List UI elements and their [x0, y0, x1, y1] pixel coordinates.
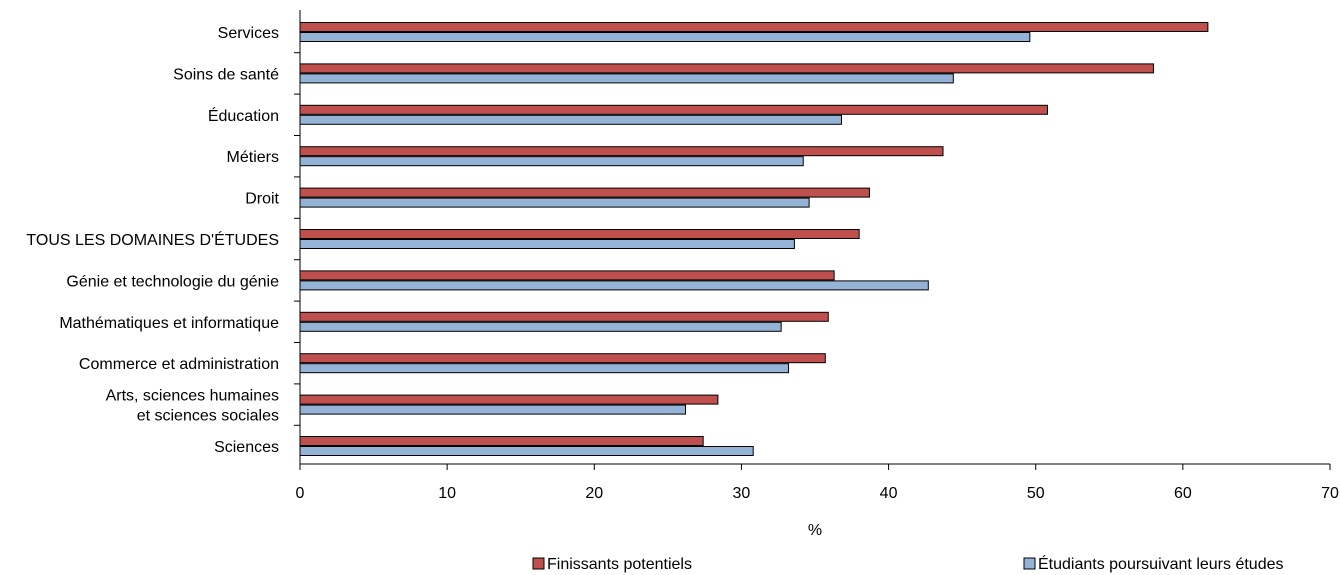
legend: Finissants potentiels Étudiants poursuiv…	[532, 554, 1283, 573]
category-label-10-line-1: Arts, sciences humaines	[106, 388, 279, 405]
category-label-3-line-1: Éducation	[208, 106, 279, 125]
x-axis-title: %	[808, 522, 822, 539]
category-label-11: Sciences	[214, 439, 279, 456]
legend-item-series-1: Finissants potentiels	[532, 556, 692, 573]
bar-series-1-cat-8	[299, 311, 829, 322]
bar-series-2-cat-4	[299, 156, 804, 167]
axes	[299, 10, 1330, 465]
legend-label-series-2: Étudiants poursuivant leurs études	[1038, 554, 1283, 573]
x-tick-label-60: 60	[1174, 485, 1192, 502]
bar-series-2-cat-11	[299, 446, 754, 456]
category-label-7-line-1: Génie et technologie du génie	[66, 273, 279, 290]
legend-item-series-2: Étudiants poursuivant leurs études	[1023, 554, 1283, 573]
category-label-10-line-2: et sciences sociales	[137, 408, 279, 425]
bar-series-1-cat-6	[299, 229, 860, 239]
legend-swatch-series-2	[1023, 557, 1036, 570]
bar-series-1-cat-10	[299, 394, 719, 405]
category-label-1: Services	[218, 25, 279, 42]
category-label-6: TOUS LES DOMAINES D'ÉTUDES	[26, 230, 279, 249]
x-tick-label-50: 50	[1027, 485, 1045, 502]
category-labels: Services Soins de santé Éducation Métiers Dr…	[26, 25, 300, 456]
bar-series-1-cat-3	[299, 104, 1048, 115]
bar-series-2-cat-10	[299, 404, 687, 415]
category-label-2-line-1: Soins de santé	[173, 66, 279, 83]
category-label-6-line-1: TOUS LES DOMAINES D'ÉTUDES	[26, 230, 279, 249]
bar-series-1-cat-2	[299, 63, 1154, 74]
bars-group	[299, 22, 1209, 456]
category-label-5-line-1: Droit	[245, 191, 279, 208]
category-label-8: Mathématiques et informatique	[59, 315, 279, 332]
bar-series-1-cat-4	[299, 146, 944, 157]
category-label-7: Génie et technologie du génie	[66, 273, 279, 290]
x-tick-label-30: 30	[733, 485, 751, 502]
bar-series-2-cat-2	[299, 73, 954, 84]
category-label-9-line-1: Commerce et administration	[79, 356, 279, 373]
category-label-1-line-1: Services	[218, 25, 279, 42]
category-label-11-line-1: Sciences	[214, 439, 279, 456]
bar-series-1-cat-1	[299, 22, 1209, 32]
category-label-3: Éducation	[208, 106, 279, 125]
bar-series-1-cat-7	[299, 270, 835, 281]
x-tick-label-20: 20	[585, 485, 603, 502]
bar-series-2-cat-7	[299, 280, 929, 291]
x-tick-label-10: 10	[438, 485, 456, 502]
bar-series-1-cat-11	[299, 436, 704, 446]
bar-series-1-cat-9	[299, 353, 826, 364]
x-ticks: 0 10 20 30 40 50 60 70	[296, 464, 1339, 502]
x-tick-label-40: 40	[880, 485, 898, 502]
bar-series-2-cat-9	[299, 363, 790, 374]
category-label-9: Commerce et administration	[79, 356, 279, 373]
category-label-10: Arts, sciences humaines et sciences socia…	[106, 388, 279, 425]
bar-series-2-cat-6	[299, 239, 795, 249]
category-label-4-line-1: Métiers	[227, 149, 279, 166]
legend-label-series-1: Finissants potentiels	[547, 556, 692, 573]
legend-swatch-series-1	[532, 557, 545, 570]
bar-series-2-cat-3	[299, 114, 842, 125]
category-label-8-line-1: Mathématiques et informatique	[59, 315, 279, 332]
bar-series-1-cat-5	[299, 187, 870, 198]
bar-series-2-cat-1	[299, 32, 1031, 42]
category-label-5: Droit	[245, 191, 279, 208]
x-tick-label-0: 0	[296, 485, 305, 502]
category-label-4: Métiers	[227, 149, 279, 166]
bar-series-2-cat-8	[299, 321, 782, 332]
bar-series-2-cat-5	[299, 197, 810, 208]
x-tick-label-70: 70	[1321, 485, 1339, 502]
category-label-2: Soins de santé	[173, 66, 279, 83]
